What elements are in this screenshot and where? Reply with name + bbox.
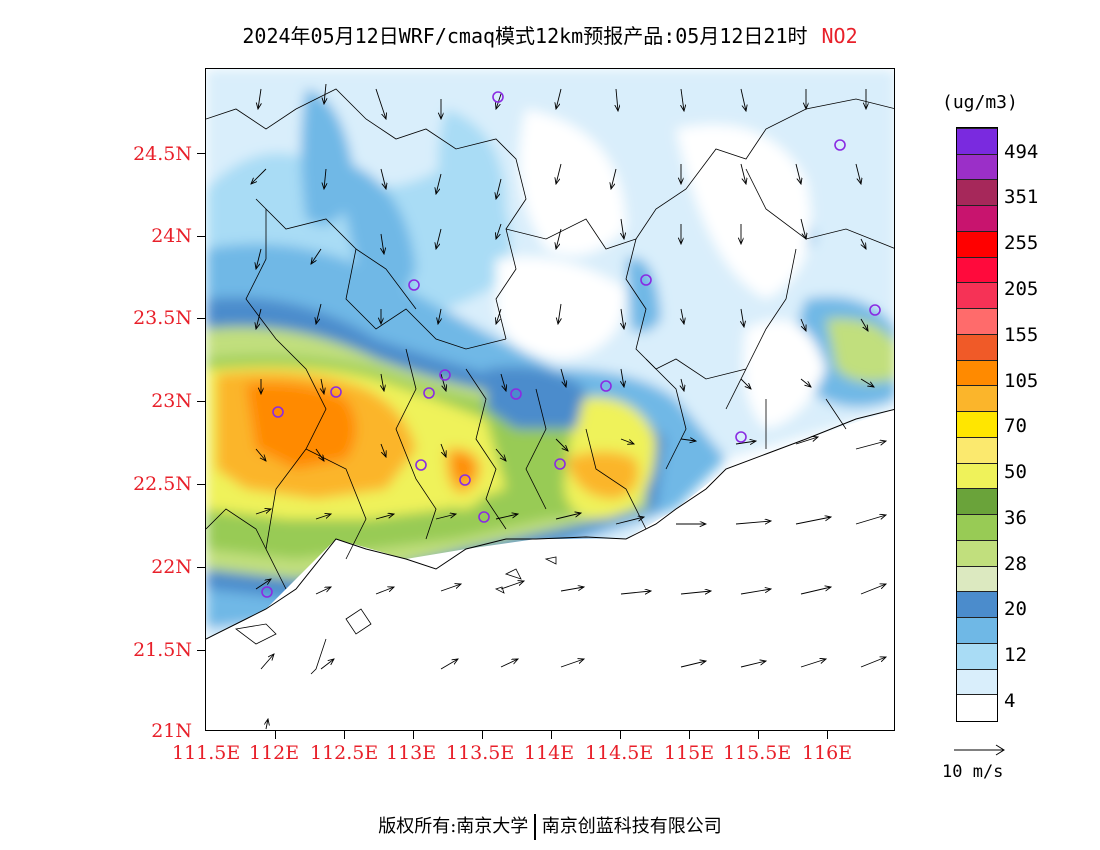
lat-tick	[197, 484, 205, 485]
lat-label-22N: 22N	[151, 556, 192, 578]
colorbar-label: 20	[1004, 598, 1027, 620]
map-panel[interactable]	[205, 68, 895, 731]
lon-label-115E: 115E	[664, 742, 715, 764]
colorbar-label: 36	[1004, 507, 1027, 529]
lon-tick	[551, 731, 552, 739]
wind-vectors	[251, 83, 886, 730]
colorbar-label: 50	[1004, 461, 1027, 483]
colorbar-label: 351	[1004, 186, 1039, 208]
lon-tick	[413, 731, 414, 739]
colorbar-segment	[957, 411, 997, 437]
lat-label-22.5N: 22.5N	[133, 473, 192, 495]
colorbar-segment	[957, 179, 997, 206]
lon-label-113E: 113E	[386, 742, 437, 764]
lon-label-115.5E: 115.5E	[723, 742, 792, 764]
pollutant-label: NO2	[821, 24, 858, 48]
lat-tick	[197, 236, 205, 237]
lat-label-24N: 24N	[151, 225, 192, 247]
colorbar-segment	[957, 539, 997, 566]
colorbar-segment	[957, 591, 997, 618]
colorbar-segment	[957, 205, 997, 231]
lon-label-116E: 116E	[802, 742, 853, 764]
colorbar-segment	[957, 488, 997, 515]
colorbar-segment	[957, 230, 997, 257]
lon-tick	[758, 731, 759, 739]
colorbar-label: 70	[1004, 415, 1027, 437]
colorbar-segment	[957, 282, 997, 309]
copyright-right: 南京创蓝科技有限公司	[541, 816, 722, 837]
lat-tick	[197, 318, 205, 319]
lat-tick	[197, 401, 205, 402]
wind-reference-label: 10 m/s	[942, 762, 1004, 782]
colorbar-segment	[957, 436, 997, 463]
lon-label-112E: 112E	[249, 742, 300, 764]
islands	[235, 556, 557, 675]
colorbar-label: 255	[1004, 232, 1039, 254]
colorbar-unit: (ug/m3)	[942, 92, 1018, 113]
colorbar-segment	[957, 514, 997, 540]
lat-label-23N: 23N	[151, 390, 192, 412]
colorbar-label: 205	[1004, 278, 1039, 300]
lon-tick	[275, 731, 276, 739]
lon-label-114.5E: 114.5E	[585, 742, 654, 764]
wind-reference-arrow	[954, 744, 1005, 756]
copyright-left: 版权所有:南京大学	[378, 816, 529, 837]
colorbar-segment	[957, 128, 997, 154]
colorbar-segment	[957, 462, 997, 489]
colorbar-segment	[957, 668, 997, 695]
lon-tick	[689, 731, 690, 739]
colorbar-label: 28	[1004, 553, 1027, 575]
lat-tick	[197, 650, 205, 651]
colorbar-label: 155	[1004, 324, 1039, 346]
lon-tick	[827, 731, 828, 739]
colorbar	[956, 127, 998, 722]
colorbar-segment	[957, 642, 997, 669]
colorbar-label: 12	[1004, 644, 1027, 666]
colorbar-segment	[957, 308, 997, 334]
colorbar-label: 4	[1004, 690, 1016, 712]
colorbar-segment	[957, 385, 997, 412]
map-canvas	[206, 69, 894, 730]
lon-label-112.5E: 112.5E	[310, 742, 379, 764]
copyright-footer: 版权所有:南京大学 南京创蓝科技有限公司	[0, 812, 1100, 840]
lon-tick	[482, 731, 483, 739]
lat-tick	[197, 567, 205, 568]
colorbar-segment	[957, 694, 997, 720]
lat-tick	[197, 153, 205, 154]
chart-title: 2024年05月12日WRF/cmaq模式12km预报产品:05月12日21时 N…	[0, 20, 1100, 49]
admin-boundaries	[206, 88, 894, 590]
footer-divider	[534, 814, 536, 840]
colorbar-segment	[957, 153, 997, 180]
colorbar-segment	[957, 565, 997, 592]
colorbar-segment	[957, 359, 997, 386]
concentration-field	[206, 69, 894, 649]
lon-label-114E: 114E	[524, 742, 575, 764]
colorbar-segment	[957, 256, 997, 283]
colorbar-label: 494	[1004, 141, 1039, 163]
coastline	[206, 408, 894, 640]
sea-area	[206, 409, 894, 730]
lat-label-21N: 21N	[151, 720, 192, 742]
colorbar-segment	[957, 333, 997, 360]
lon-label-111.5E: 111.5E	[172, 742, 241, 764]
lat-label-23.5N: 23.5N	[133, 307, 192, 329]
colorbar-segment	[957, 617, 997, 643]
colorbar-label: 105	[1004, 370, 1039, 392]
lon-tick	[344, 731, 345, 739]
lat-label-24.5N: 24.5N	[133, 143, 192, 165]
lat-label-21.5N: 21.5N	[133, 639, 192, 661]
title-text: 2024年05月12日WRF/cmaq模式12km预报产品:05月12日21时	[242, 24, 808, 48]
site-markers	[261, 91, 881, 598]
lon-tick	[620, 731, 621, 739]
lon-label-113.5E: 113.5E	[446, 742, 515, 764]
